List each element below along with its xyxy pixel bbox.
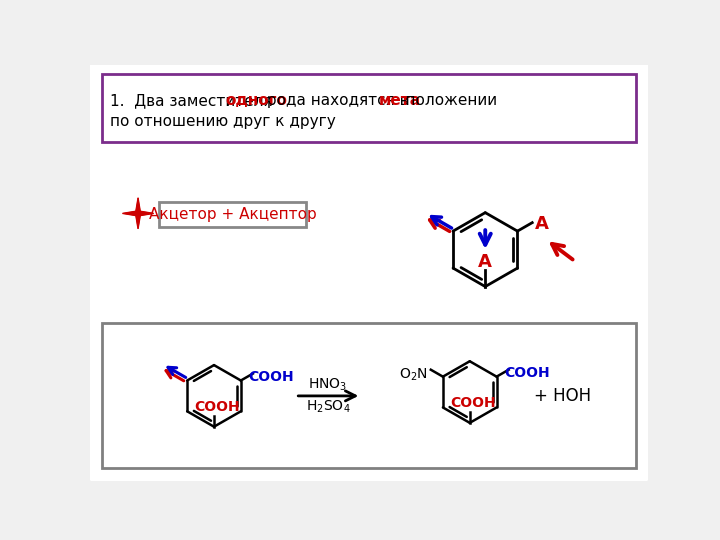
Text: H$_2$SO$_4$: H$_2$SO$_4$ — [305, 399, 350, 415]
FancyBboxPatch shape — [88, 63, 650, 483]
Text: мета: мета — [378, 93, 420, 107]
Text: COOH: COOH — [450, 396, 495, 410]
Text: по отношению друг к другу: по отношению друг к другу — [110, 114, 336, 129]
Text: Акцетор + Акцептор: Акцетор + Акцептор — [149, 207, 317, 222]
Text: 1.  Два заместителя: 1. Два заместителя — [110, 93, 278, 107]
Text: O$_2$N: O$_2$N — [400, 366, 428, 382]
Text: A: A — [536, 215, 549, 233]
FancyBboxPatch shape — [102, 323, 636, 468]
Text: одного: одного — [225, 93, 287, 107]
Text: рода находятся в: рода находятся в — [262, 93, 413, 107]
Text: -положении: -положении — [400, 93, 497, 107]
Text: COOH: COOH — [248, 370, 294, 383]
Text: COOH: COOH — [194, 400, 240, 414]
Text: COOH: COOH — [505, 366, 550, 380]
Text: + HOH: + HOH — [534, 387, 591, 405]
FancyBboxPatch shape — [102, 74, 636, 142]
Text: A: A — [478, 253, 492, 271]
FancyBboxPatch shape — [159, 202, 306, 226]
Polygon shape — [122, 198, 153, 229]
Text: HNO$_3$: HNO$_3$ — [308, 377, 348, 393]
